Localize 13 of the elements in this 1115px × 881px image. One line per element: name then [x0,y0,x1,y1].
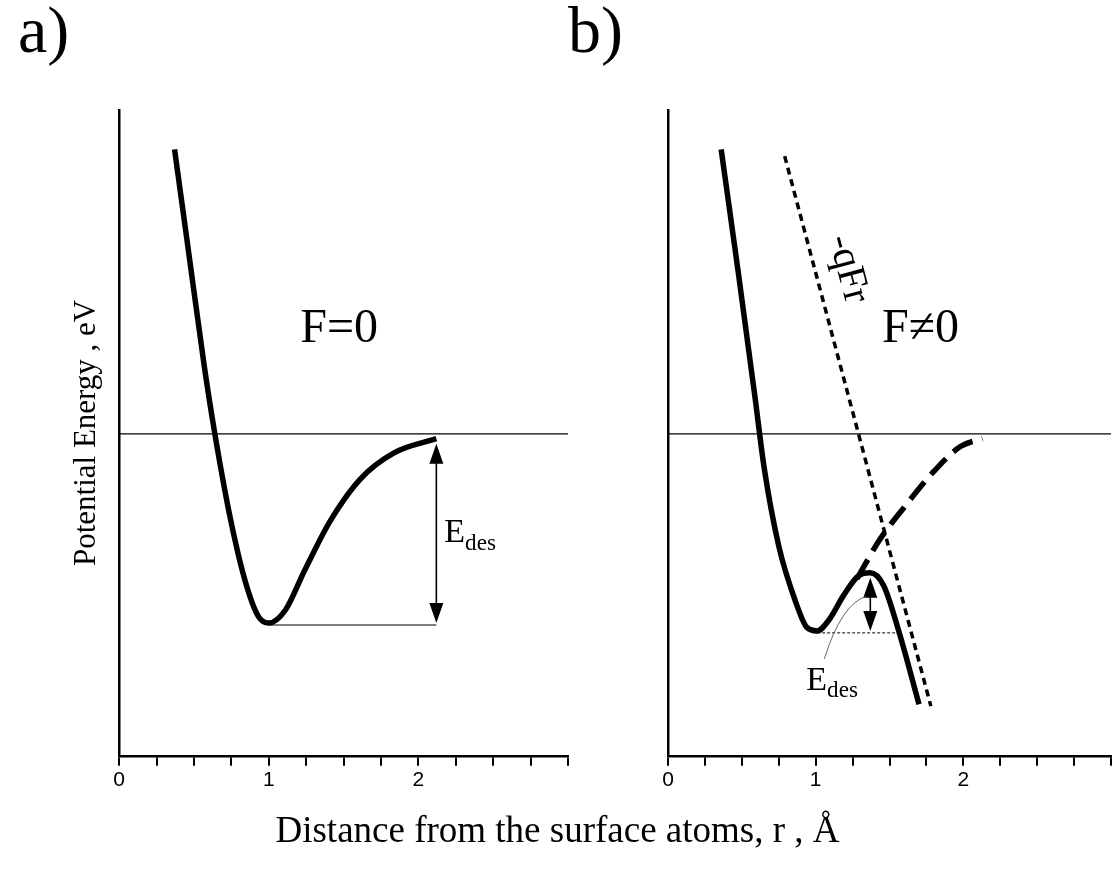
x-tick-label: 0 [113,767,126,791]
y-axis-title: Potential Energy , eV [66,299,102,567]
x-tick-label: 1 [262,767,275,791]
x-tick-label: 2 [957,767,970,791]
x-tick-label: 1 [809,767,822,791]
x-axis-title: Distance from the surface atoms, r , Å [274,808,841,851]
x-tick-label: 2 [412,767,425,791]
chart-title: a) [18,0,70,68]
chart-title: b) [568,0,623,68]
annotation: F≠0 [881,299,960,353]
text: -qFr [820,229,882,308]
annotation: F=0 [300,299,378,353]
x-tick-label: 0 [662,767,674,791]
